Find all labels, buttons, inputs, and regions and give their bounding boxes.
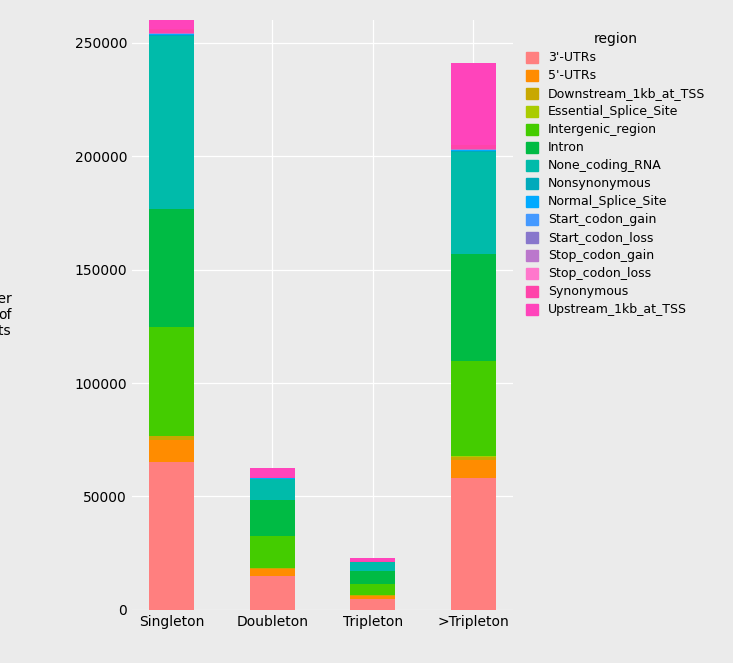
Bar	[250, 569, 295, 576]
Bar	[250, 500, 295, 536]
Bar	[250, 536, 295, 568]
Bar	[150, 0, 194, 29]
Bar	[350, 572, 395, 584]
Bar	[150, 34, 194, 35]
Bar	[250, 479, 295, 500]
Bar	[451, 150, 496, 151]
Bar	[150, 36, 194, 209]
Bar	[350, 558, 395, 562]
Bar	[451, 151, 496, 152]
Bar	[150, 440, 194, 463]
Bar	[250, 576, 295, 610]
Bar	[250, 467, 295, 477]
Bar	[150, 209, 194, 327]
Bar	[250, 477, 295, 478]
Bar	[451, 478, 496, 610]
Bar	[350, 584, 395, 595]
Bar	[150, 436, 194, 440]
Bar	[150, 35, 194, 36]
Bar	[250, 568, 295, 569]
Bar	[350, 599, 395, 610]
Bar	[451, 361, 496, 456]
Bar	[350, 562, 395, 572]
Bar	[150, 327, 194, 436]
Bar	[451, 145, 496, 149]
Legend: 3'-UTRs, 5'-UTRs, Downstream_1kb_at_TSS, Essential_Splice_Site, Intergenic_regio: 3'-UTRs, 5'-UTRs, Downstream_1kb_at_TSS,…	[520, 26, 712, 323]
Bar	[150, 463, 194, 610]
Bar	[451, 457, 496, 460]
Bar	[451, 152, 496, 254]
Bar	[451, 63, 496, 145]
Bar	[451, 456, 496, 457]
Y-axis label: Number
of
Variants: Number of Variants	[0, 292, 12, 338]
Bar	[350, 596, 395, 599]
Bar	[451, 254, 496, 361]
Bar	[451, 460, 496, 478]
Bar	[150, 29, 194, 33]
